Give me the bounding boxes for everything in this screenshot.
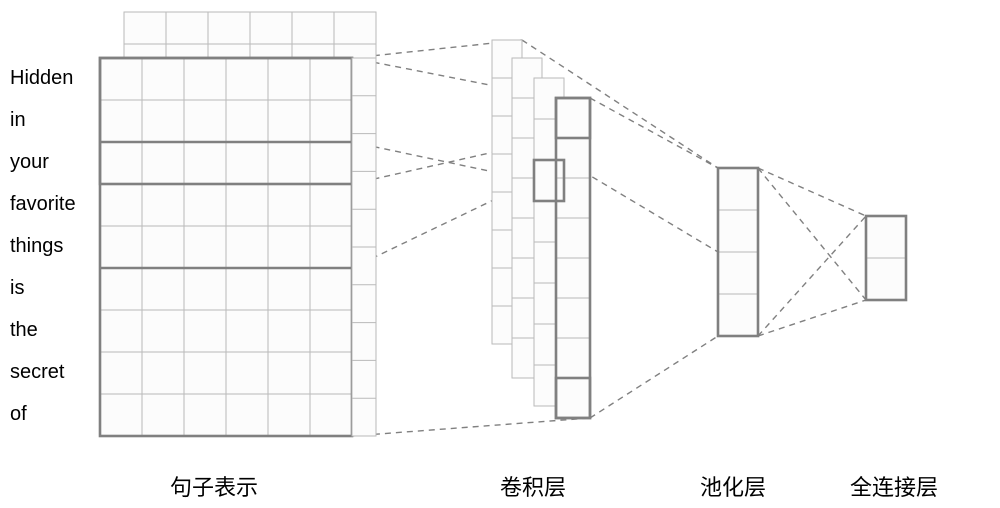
input-word: things (10, 235, 63, 258)
input-word: the (10, 319, 38, 342)
diagram-svg (0, 0, 1000, 508)
layer-caption: 全连接层 (850, 470, 938, 502)
input-word: in (10, 109, 26, 132)
layer-caption: 池化层 (700, 470, 766, 502)
input-word: Hidden (10, 67, 73, 90)
input-word: favorite (10, 193, 76, 216)
input-word: of (10, 403, 27, 426)
diagram-root: Hidden in your favorite things is the secret of 句… (0, 0, 1000, 508)
layer-caption: 句子表示 (170, 470, 258, 502)
layer-caption: 卷积层 (500, 470, 566, 502)
input-word: is (10, 277, 24, 300)
input-word: your (10, 151, 49, 174)
input-word: secret (10, 361, 64, 384)
